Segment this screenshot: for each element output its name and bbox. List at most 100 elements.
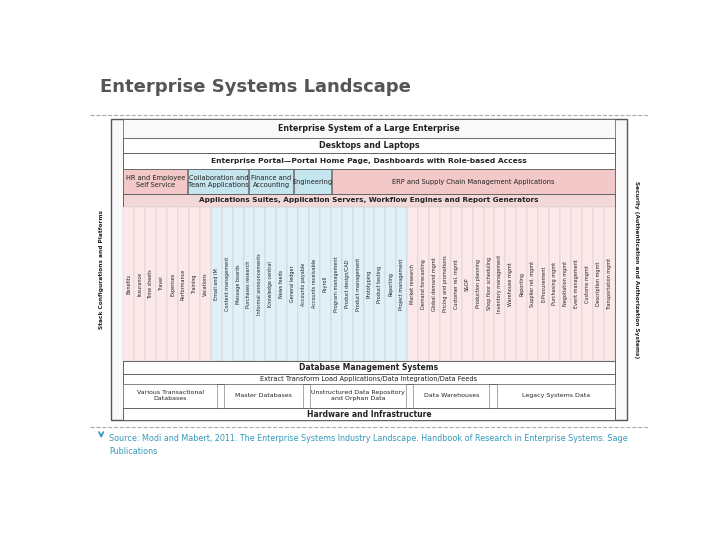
Bar xyxy=(156,207,167,361)
Text: Collaboration and
Team Applications: Collaboration and Team Applications xyxy=(188,175,248,188)
Text: Enterprise Systems Landscape: Enterprise Systems Landscape xyxy=(100,78,411,96)
Bar xyxy=(124,138,615,153)
Text: Unstructured Data Repository
and Orphan Data: Unstructured Data Repository and Orphan … xyxy=(311,390,405,401)
Text: Project management: Project management xyxy=(399,258,404,309)
Text: Program management: Program management xyxy=(334,256,339,312)
Text: Legacy Systems Data: Legacy Systems Data xyxy=(521,393,590,399)
Text: Extract Transform Load Applications/Data Integration/Data Feeds: Extract Transform Load Applications/Data… xyxy=(261,376,477,382)
Text: Data Warehouses: Data Warehouses xyxy=(423,393,479,399)
Text: Database Management Systems: Database Management Systems xyxy=(300,363,438,372)
Bar xyxy=(320,207,330,361)
Bar xyxy=(243,207,254,361)
Bar xyxy=(276,207,287,361)
Bar xyxy=(287,207,298,361)
Text: Benefits: Benefits xyxy=(127,274,132,294)
Bar xyxy=(429,207,440,361)
Bar xyxy=(211,207,222,361)
Bar xyxy=(222,207,233,361)
Text: S&OP: S&OP xyxy=(464,277,469,291)
Bar xyxy=(408,207,418,361)
Bar xyxy=(571,207,582,361)
Text: Event management: Event management xyxy=(574,260,579,308)
Bar xyxy=(413,384,490,408)
Text: General ledger: General ledger xyxy=(290,266,295,302)
Bar xyxy=(396,207,408,361)
Bar xyxy=(294,169,331,194)
Text: Accounts receivable: Accounts receivable xyxy=(312,259,317,308)
Text: Message boards: Message boards xyxy=(235,264,240,303)
Bar xyxy=(560,207,571,361)
Bar xyxy=(582,207,593,361)
Bar xyxy=(124,207,615,361)
Bar xyxy=(233,207,243,361)
Text: Product design/CAD: Product design/CAD xyxy=(345,260,350,308)
Bar xyxy=(462,207,472,361)
Text: Hardware and Infrastructure: Hardware and Infrastructure xyxy=(307,409,431,418)
Bar xyxy=(440,207,451,361)
Text: Content management: Content management xyxy=(225,257,230,311)
Text: Security (Authentication and Authorization Systems): Security (Authentication and Authorizati… xyxy=(634,181,639,358)
Text: Enterprise Portal—Portal Home Page, Dashboards with Role-based Access: Enterprise Portal—Portal Home Page, Dash… xyxy=(211,158,527,164)
Bar xyxy=(249,169,293,194)
Bar xyxy=(124,374,615,384)
Text: Training: Training xyxy=(192,274,197,294)
Bar xyxy=(374,207,385,361)
Bar xyxy=(497,384,615,408)
Bar xyxy=(549,207,560,361)
Text: Negotiation mgmt: Negotiation mgmt xyxy=(563,261,568,307)
Bar xyxy=(538,207,549,361)
Text: Global demand mgmt: Global demand mgmt xyxy=(432,257,437,311)
Text: Prototyping: Prototyping xyxy=(366,270,372,298)
Text: E-Procurement: E-Procurement xyxy=(541,266,546,302)
Bar xyxy=(472,207,484,361)
Bar xyxy=(484,207,495,361)
Text: Insurance: Insurance xyxy=(138,272,143,296)
Bar xyxy=(364,207,374,361)
Bar xyxy=(495,207,505,361)
Bar xyxy=(135,207,145,361)
Bar xyxy=(124,207,135,361)
Bar xyxy=(505,207,516,361)
Text: Payroll: Payroll xyxy=(323,276,328,292)
Text: Production planning: Production planning xyxy=(476,259,481,308)
Bar xyxy=(593,207,603,361)
Text: News feeds: News feeds xyxy=(279,270,284,298)
Text: Finance and
Accounting: Finance and Accounting xyxy=(251,175,292,188)
Text: Purchasing mgmt: Purchasing mgmt xyxy=(552,262,557,306)
Bar xyxy=(111,119,627,420)
Text: Expenses: Expenses xyxy=(170,272,175,295)
Text: Various Transactional
Databases: Various Transactional Databases xyxy=(137,390,204,401)
Bar xyxy=(124,384,615,408)
Text: Performance: Performance xyxy=(181,268,186,300)
Text: Supplier rel. mgmt: Supplier rel. mgmt xyxy=(530,261,535,307)
Text: Vacations: Vacations xyxy=(203,272,208,296)
Bar xyxy=(124,119,615,420)
Bar xyxy=(310,384,406,408)
Bar xyxy=(167,207,178,361)
Bar xyxy=(178,207,189,361)
Bar xyxy=(189,169,248,194)
Text: Master Databases: Master Databases xyxy=(235,393,292,399)
Text: ERP and Supply Chain Management Applications: ERP and Supply Chain Management Applicat… xyxy=(392,179,554,185)
Bar xyxy=(124,384,217,408)
Bar xyxy=(124,153,615,169)
Text: Shop floor scheduling: Shop floor scheduling xyxy=(487,258,492,310)
Bar xyxy=(145,207,156,361)
Bar xyxy=(330,207,342,361)
Bar xyxy=(342,207,353,361)
Bar xyxy=(603,207,614,361)
Text: Product management: Product management xyxy=(356,257,361,310)
Bar xyxy=(353,207,364,361)
Text: Pricing and promotions: Pricing and promotions xyxy=(443,255,448,312)
Bar xyxy=(254,207,266,361)
Text: Market research: Market research xyxy=(410,264,415,304)
Text: Customer rel. mgmt: Customer rel. mgmt xyxy=(454,259,459,309)
Text: Reporting: Reporting xyxy=(519,272,524,296)
Text: Customs mgmt: Customs mgmt xyxy=(585,265,590,303)
Text: Informal announcements: Informal announcements xyxy=(257,253,262,315)
Bar xyxy=(516,207,527,361)
Bar xyxy=(418,207,429,361)
Bar xyxy=(124,194,615,207)
Text: Email and IM: Email and IM xyxy=(214,268,219,300)
Text: Product testing: Product testing xyxy=(377,265,382,302)
